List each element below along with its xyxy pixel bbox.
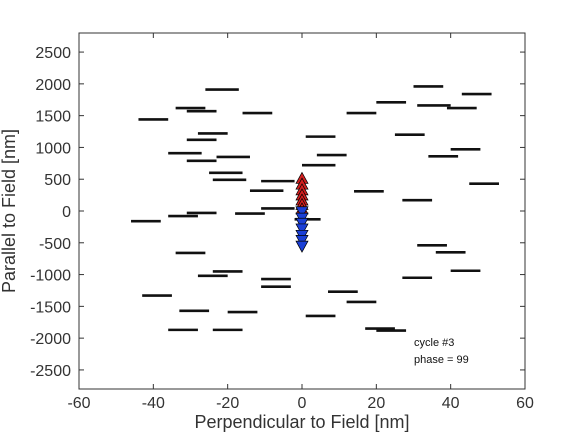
x-axis-label: Perpendicular to Field [nm] <box>194 412 409 432</box>
x-tick-label: 20 <box>367 395 385 412</box>
y-tick-label: -1500 <box>30 299 71 316</box>
annotation-cycle: cycle #3 <box>414 337 454 349</box>
x-tick-label: 40 <box>442 395 460 412</box>
y-tick-label: 1000 <box>35 140 71 157</box>
x-tick-label: 0 <box>298 395 307 412</box>
y-tick-label: -2500 <box>30 363 71 380</box>
down-triangle-point <box>295 240 309 253</box>
x-tick-label: -60 <box>67 395 90 412</box>
x-tick-label: -20 <box>216 395 239 412</box>
y-axis-label: Parallel to Field [nm] <box>0 129 19 293</box>
segments-layer <box>131 85 499 332</box>
y-tick-label: 500 <box>44 172 71 189</box>
annotation-phase: phase = 99 <box>414 354 469 366</box>
y-tick-label: 1500 <box>35 109 71 126</box>
y-tick-label: 2000 <box>35 77 71 94</box>
markers-layer <box>295 171 309 253</box>
y-tick-label: -2000 <box>30 331 71 348</box>
down-triangle-point <box>295 223 309 236</box>
y-tick-label: -500 <box>39 236 71 253</box>
x-tick-label: -40 <box>142 395 165 412</box>
y-tick-label: 0 <box>62 204 71 221</box>
y-tick-label: 2500 <box>35 45 71 62</box>
x-tick-label: 60 <box>516 395 534 412</box>
down-triangle-point <box>295 206 309 219</box>
axis-ticks: -60 -40 -20 0 20 40 60 -2500 -2000 -1500 -1000 -500… <box>30 33 534 412</box>
y-tick-label: -1000 <box>30 268 71 285</box>
